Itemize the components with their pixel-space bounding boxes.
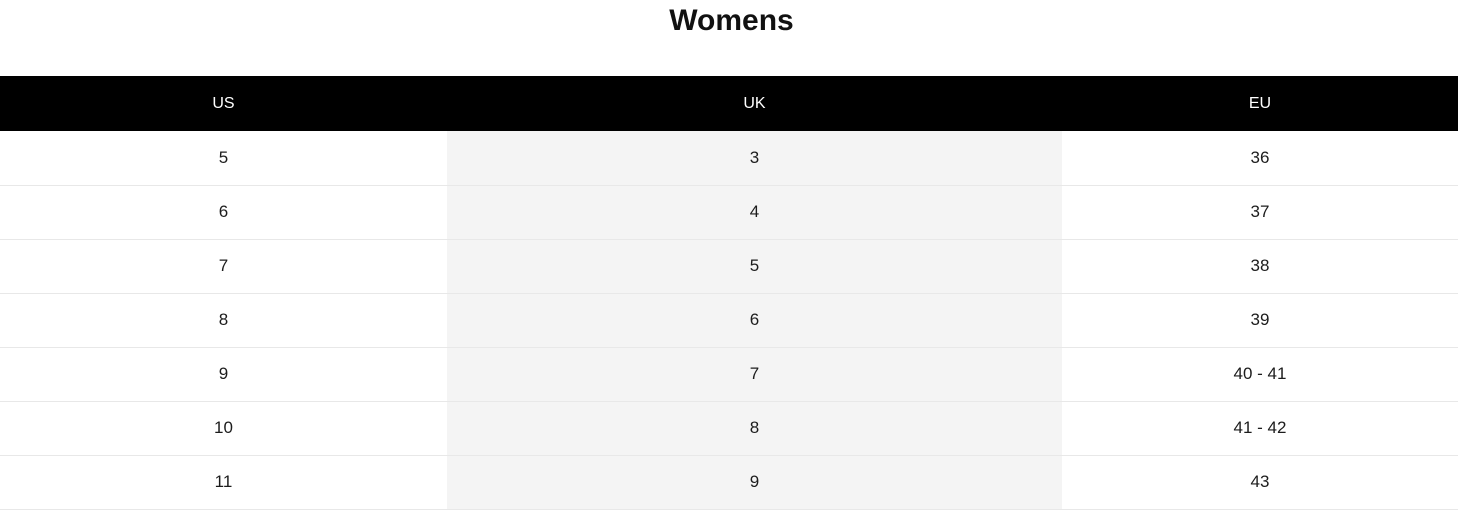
cell-us: 5 — [0, 131, 447, 186]
table-row: 7 5 38 — [0, 239, 1458, 294]
cell-us: 9 — [0, 347, 447, 402]
table-row: 8 6 39 — [0, 293, 1458, 348]
cell-us: 8 — [0, 293, 447, 348]
table-row: 11 9 43 — [0, 455, 1458, 510]
cell-eu: 40 - 41 — [1062, 347, 1458, 402]
cell-eu: 43 — [1062, 455, 1458, 510]
cell-uk: 6 — [447, 293, 1062, 348]
cell-us: 10 — [0, 401, 447, 456]
column-header-us: US — [0, 76, 447, 131]
header-row: US UK EU — [0, 76, 1458, 131]
cell-eu: 41 - 42 — [1062, 401, 1458, 456]
column-header-eu: EU — [1062, 76, 1458, 131]
size-conversion-table: US UK EU 5 3 36 6 4 37 7 5 38 8 — [0, 76, 1458, 510]
page-title: Womens — [669, 4, 794, 37]
table-row: 5 3 36 — [0, 131, 1458, 186]
table-row: 10 8 41 - 42 — [0, 401, 1458, 456]
size-chart-page: Womens US UK EU 5 3 36 6 4 37 — [0, 4, 1458, 510]
column-header-uk: UK — [447, 76, 1062, 131]
cell-uk: 3 — [447, 131, 1062, 186]
cell-eu: 39 — [1062, 293, 1458, 348]
cell-uk: 7 — [447, 347, 1062, 402]
cell-uk: 9 — [447, 455, 1062, 510]
table-header: US UK EU — [0, 76, 1458, 131]
cell-us: 7 — [0, 239, 447, 294]
table-row: 9 7 40 - 41 — [0, 347, 1458, 402]
cell-eu: 37 — [1062, 185, 1458, 240]
cell-us: 11 — [0, 455, 447, 510]
table-body: 5 3 36 6 4 37 7 5 38 8 6 39 9 7 — [0, 131, 1458, 510]
cell-uk: 8 — [447, 401, 1062, 456]
cell-uk: 5 — [447, 239, 1062, 294]
cell-eu: 38 — [1062, 239, 1458, 294]
cell-eu: 36 — [1062, 131, 1458, 186]
cell-uk: 4 — [447, 185, 1062, 240]
cell-us: 6 — [0, 185, 447, 240]
table-row: 6 4 37 — [0, 185, 1458, 240]
